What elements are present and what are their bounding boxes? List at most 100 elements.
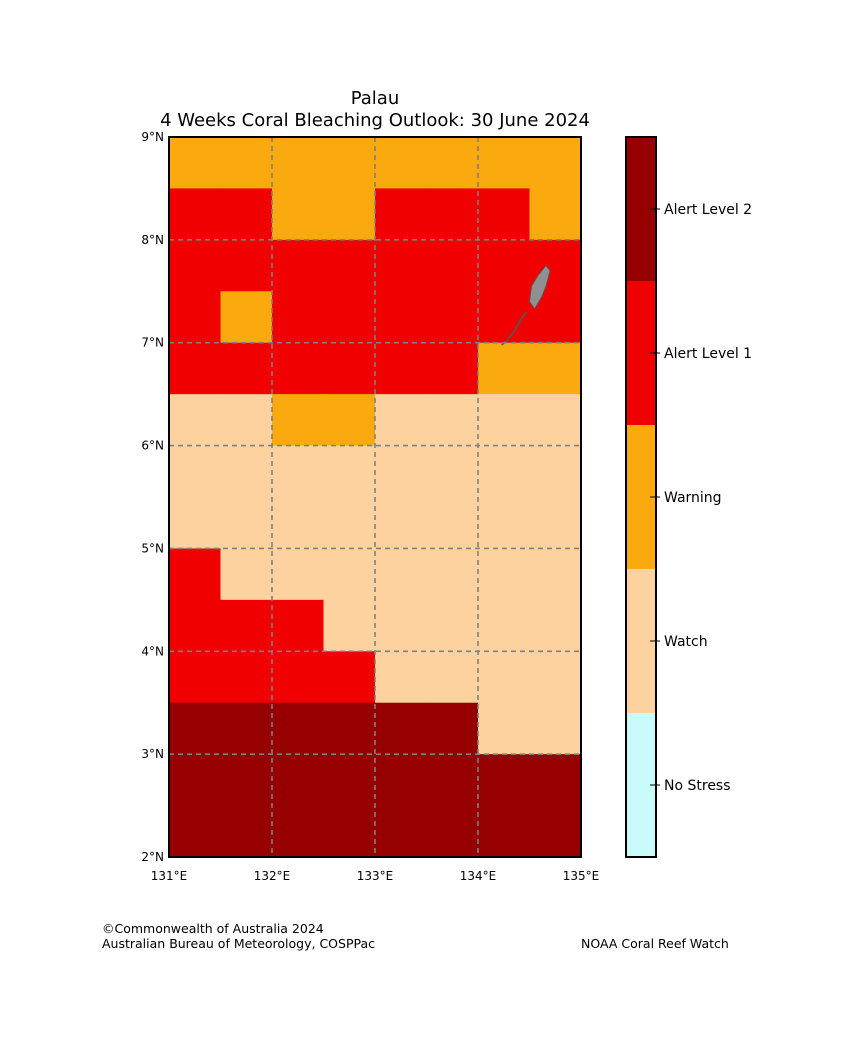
map-cell (375, 291, 428, 344)
map-cell (375, 651, 428, 704)
map-cell (169, 291, 222, 344)
legend-label: No Stress (664, 778, 731, 794)
map-cell (272, 291, 325, 344)
map-cell (426, 137, 479, 190)
map-cell (529, 651, 582, 704)
map-cell (426, 291, 479, 344)
x-tick-label: 131°E (151, 869, 188, 883)
chart-title-line1: Palau (350, 88, 400, 109)
map-cell (478, 754, 531, 807)
map-cell (529, 702, 582, 755)
map-cell (220, 754, 273, 807)
map-cell (220, 137, 273, 190)
map-cell (529, 342, 582, 395)
map-cell (529, 805, 582, 858)
map-cell (272, 599, 325, 652)
copyright-text: ©Commonwealth of Australia 2024 (102, 921, 324, 936)
map-cell (323, 548, 376, 601)
map-cell (169, 702, 222, 755)
map-cell (529, 188, 582, 241)
map-cell (220, 651, 273, 704)
map-cell (375, 497, 428, 550)
map-cell (426, 445, 479, 498)
map-cell (272, 445, 325, 498)
map-cell (169, 188, 222, 241)
map-cell (220, 342, 273, 395)
map-cell (272, 394, 325, 447)
map-cell (220, 702, 273, 755)
y-tick-label: 2°N (141, 850, 164, 864)
map-cell (426, 394, 479, 447)
map-cell (220, 291, 273, 344)
map-cell (323, 651, 376, 704)
y-tick-label: 5°N (141, 541, 164, 555)
map-cell (272, 497, 325, 550)
map-cell (478, 188, 531, 241)
legend-label: Warning (664, 490, 722, 506)
map-cell (529, 137, 582, 190)
map-cell (478, 445, 531, 498)
map-cell (529, 599, 582, 652)
map-cell (426, 342, 479, 395)
map-cell (375, 548, 428, 601)
chart-title-line2: 4 Weeks Coral Bleaching Outlook: 30 June… (160, 110, 590, 131)
map-cell (375, 445, 428, 498)
map-cell (169, 239, 222, 292)
map-cell (323, 497, 376, 550)
map-frame (168, 136, 582, 858)
map-cell (323, 702, 376, 755)
map-cell (478, 239, 531, 292)
map-cell (272, 188, 325, 241)
map-cell (529, 394, 582, 447)
map-cell (272, 548, 325, 601)
legend-frame (625, 136, 657, 858)
map-cell (169, 394, 222, 447)
map-cell (375, 188, 428, 241)
map-cell (478, 548, 531, 601)
map-cell (375, 702, 428, 755)
noaa-credit-text: NOAA Coral Reef Watch (581, 936, 729, 951)
map-cell (375, 342, 428, 395)
map-cell (375, 754, 428, 807)
map-cell (169, 497, 222, 550)
x-tick-label: 132°E (254, 869, 291, 883)
map-cell (375, 137, 428, 190)
legend-label: Alert Level 1 (664, 346, 752, 362)
map-cell (323, 805, 376, 858)
map-cell (272, 651, 325, 704)
legend-label: Watch (664, 634, 708, 650)
map-cell (169, 548, 222, 601)
x-tick-label: 133°E (357, 869, 394, 883)
map-cell (323, 137, 376, 190)
map-cell (323, 754, 376, 807)
map-cell (478, 805, 531, 858)
y-tick-label: 9°N (141, 130, 164, 144)
map-cell (375, 394, 428, 447)
map-cell (169, 445, 222, 498)
map-cell (478, 137, 531, 190)
map-cell (169, 805, 222, 858)
map-cell (323, 239, 376, 292)
map-cell (426, 805, 479, 858)
map-cell (529, 445, 582, 498)
y-tick-label: 7°N (141, 336, 164, 350)
map-cell (272, 805, 325, 858)
map-cell (478, 599, 531, 652)
map-cell (426, 548, 479, 601)
map-cell (478, 394, 531, 447)
map-cell (220, 497, 273, 550)
map-cell (220, 548, 273, 601)
y-tick-label: 6°N (141, 439, 164, 453)
map-cell (323, 599, 376, 652)
map-cell (426, 188, 479, 241)
map-cell (272, 754, 325, 807)
map-cell (426, 497, 479, 550)
map-cell (478, 651, 531, 704)
map-cell (220, 599, 273, 652)
map-cell (323, 188, 376, 241)
map-cell (426, 651, 479, 704)
map-cell (375, 805, 428, 858)
map-cell (478, 497, 531, 550)
source-text: Australian Bureau of Meteorology, COSPPa… (102, 936, 375, 951)
